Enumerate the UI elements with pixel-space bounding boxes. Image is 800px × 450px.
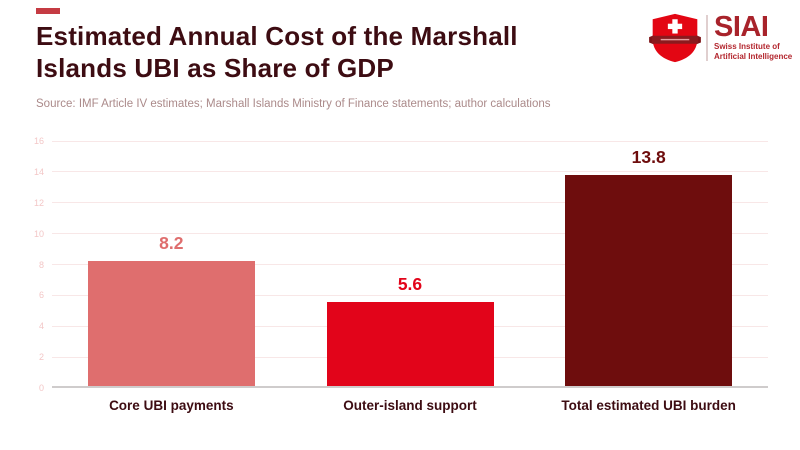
bar-total-estimated-ubi-burden <box>565 174 733 386</box>
y-tick-label: 0 <box>38 383 44 393</box>
logo-wordmark: SIAI <box>714 11 769 43</box>
x-category-label: Total estimated UBI burden <box>561 398 736 413</box>
x-category-label: Core UBI payments <box>109 398 234 413</box>
y-tick-label: 6 <box>38 290 44 301</box>
x-axis-baseline <box>52 386 768 388</box>
bar-value-label: 5.6 <box>397 273 423 294</box>
logo-tagline-line1: Swiss Institute of <box>714 42 780 51</box>
bar-value-label: 13.8 <box>631 146 666 167</box>
bar-chart: 0 2 4 6 8 10 12 14 16 8.2 Core UBI payments 5.6 Oute… <box>34 136 768 413</box>
bar-outer-island-support <box>326 301 494 386</box>
y-tick-label: 2 <box>38 352 44 363</box>
page-title-line2: Islands UBI as Share of GDP <box>36 53 394 83</box>
accent-dash <box>36 8 60 14</box>
y-tick-label: 12 <box>33 197 44 208</box>
y-tick-label: 16 <box>33 136 44 146</box>
page-title: Estimated Annual Cost of the Marshall Isl… <box>36 20 636 84</box>
y-tick-label: 10 <box>33 228 44 239</box>
y-tick-label: 4 <box>38 321 44 332</box>
shield-cross-icon <box>649 13 701 63</box>
x-category-label: Outer-island support <box>343 398 477 413</box>
siai-logo: SIAI Swiss Institute of Artificial Intel… <box>648 13 798 69</box>
logo-text: SIAI Swiss Institute of Artificial Intel… <box>714 13 792 61</box>
gridline <box>52 171 768 173</box>
bar-value-label: 8.2 <box>159 233 184 254</box>
gridline <box>52 202 768 204</box>
y-tick-label: 14 <box>33 166 44 177</box>
page-title-line1: Estimated Annual Cost of the Marshall <box>36 21 518 51</box>
source-note: Source: IMF Article IV estimates; Marsha… <box>36 98 551 110</box>
gridline <box>52 140 768 142</box>
bar-core-ubi-payments <box>87 261 255 386</box>
gridline <box>52 233 768 235</box>
gridline <box>52 264 768 265</box>
gridline <box>52 294 768 296</box>
y-tick-label: 8 <box>38 259 44 270</box>
logo-tagline-line2: Artificial Intelligence <box>714 51 793 61</box>
logo-divider <box>706 15 708 61</box>
